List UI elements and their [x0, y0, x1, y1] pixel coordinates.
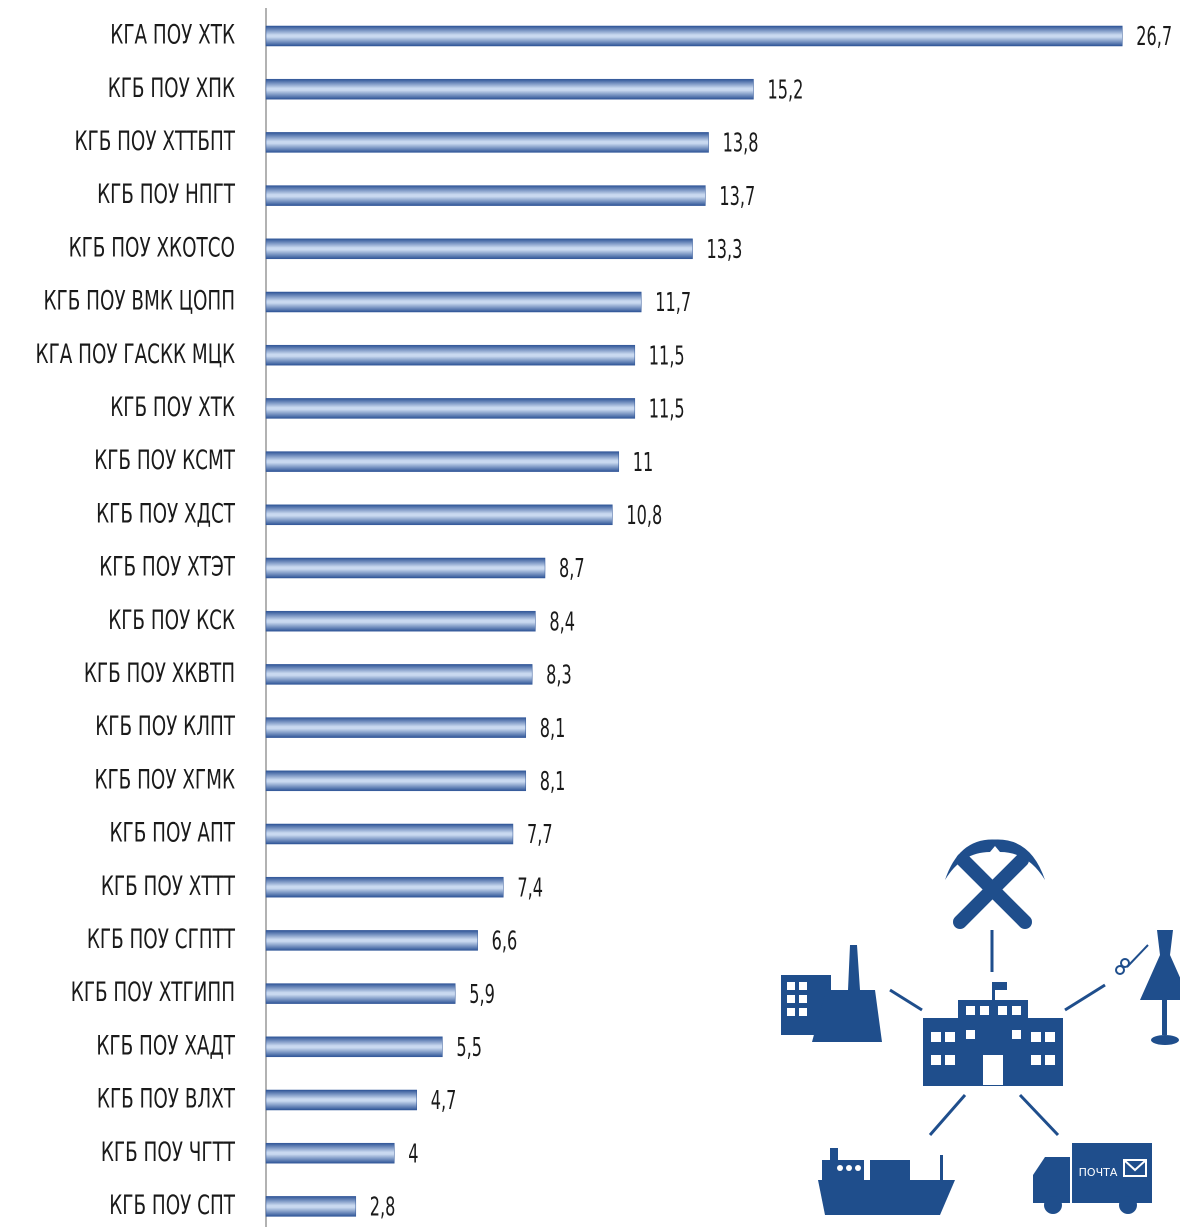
category-label: КГБ ПОУ ХПК	[108, 73, 235, 103]
bar	[265, 930, 478, 951]
category-label: КГБ ПОУ ХТГИПП	[71, 978, 235, 1008]
value-label: 4,7	[431, 1086, 457, 1116]
value-label: 13,7	[719, 182, 755, 212]
category-label: КГА ПОУ ХТК	[110, 20, 235, 50]
bar	[265, 557, 546, 579]
bar	[265, 770, 527, 792]
bar	[265, 1142, 395, 1164]
bar	[265, 664, 533, 685]
category-label: КГБ ПОУ КСМТ	[94, 446, 236, 476]
category-label: КГБ ПОУ ХТК	[110, 393, 235, 423]
bar	[265, 132, 709, 153]
illustration	[781, 839, 1180, 1215]
value-label: 8,7	[559, 554, 585, 584]
value-label: 11,5	[649, 342, 685, 372]
bar	[265, 1196, 357, 1217]
bar	[265, 504, 613, 526]
bar	[265, 983, 456, 1004]
bar	[265, 1089, 417, 1111]
category-label: КГБ ПОУ КЛПТ	[95, 712, 235, 742]
value-label: 13,8	[723, 129, 759, 159]
value-label: 11,7	[655, 288, 691, 318]
value-label: 11,5	[649, 395, 685, 425]
bar	[265, 344, 636, 366]
bar	[265, 291, 642, 313]
value-label: 15,2	[767, 76, 803, 106]
category-label: КГБ ПОУ ВЛХТ	[97, 1084, 236, 1114]
bar	[265, 876, 504, 898]
value-label: 26,7	[1136, 22, 1172, 52]
value-label: 4	[408, 1140, 418, 1170]
value-label: 5,9	[469, 980, 495, 1010]
bar	[265, 185, 706, 206]
bar	[265, 398, 636, 419]
category-label: КГБ ПОУ ХГМК	[94, 765, 235, 795]
category-label: КГБ ПОУ КСК	[108, 605, 235, 635]
category-label: КГБ ПОУ СГПТТ	[87, 925, 236, 955]
category-label: КГБ ПОУ ВМК ЦОПП	[43, 286, 235, 316]
value-label: 8,4	[549, 608, 575, 638]
bar	[265, 717, 527, 738]
category-label: КГБ ПОУ СПТ	[109, 1191, 235, 1221]
bar	[265, 78, 754, 100]
value-label: 7,7	[527, 820, 553, 850]
category-label: КГА ПОУ ГАСКК МЦК	[36, 339, 235, 369]
value-label: 8,1	[540, 714, 566, 744]
category-label: КГБ ПОУ ХКОТСО	[69, 233, 235, 263]
category-label: КГБ ПОУ ХТЭТ	[99, 552, 235, 582]
value-label: 5,5	[456, 1033, 482, 1063]
bar	[265, 823, 514, 845]
category-label: КГБ ПОУ ХТТБПТ	[74, 127, 235, 157]
category-label: КГБ ПОУ ХАДТ	[96, 1031, 235, 1061]
value-label: 8,3	[546, 661, 572, 691]
bar	[265, 25, 1123, 47]
category-label: КГБ ПОУ ХДСТ	[96, 499, 236, 529]
value-label: 13,3	[707, 235, 743, 265]
bar	[265, 610, 536, 632]
value-label: 2,8	[370, 1193, 396, 1223]
category-label: КГБ ПОУ АПТ	[110, 818, 236, 848]
bar	[265, 1036, 443, 1058]
category-label: КГБ ПОУ ЧГТТ	[101, 1137, 236, 1167]
category-label: КГБ ПОУ НПГТ	[97, 180, 236, 210]
value-label: 11	[633, 448, 654, 478]
value-label: 6,6	[492, 927, 518, 957]
category-label: КГБ ПОУ ХКВТП	[84, 659, 235, 689]
bar	[265, 238, 693, 260]
bar	[265, 451, 620, 472]
value-label: 10,8	[626, 501, 662, 531]
truck-label: ПОЧТА	[1079, 1166, 1118, 1179]
value-label: 7,4	[517, 874, 543, 904]
category-label: КГБ ПОУ ХТТТ	[101, 871, 236, 901]
value-label: 8,1	[540, 767, 566, 797]
